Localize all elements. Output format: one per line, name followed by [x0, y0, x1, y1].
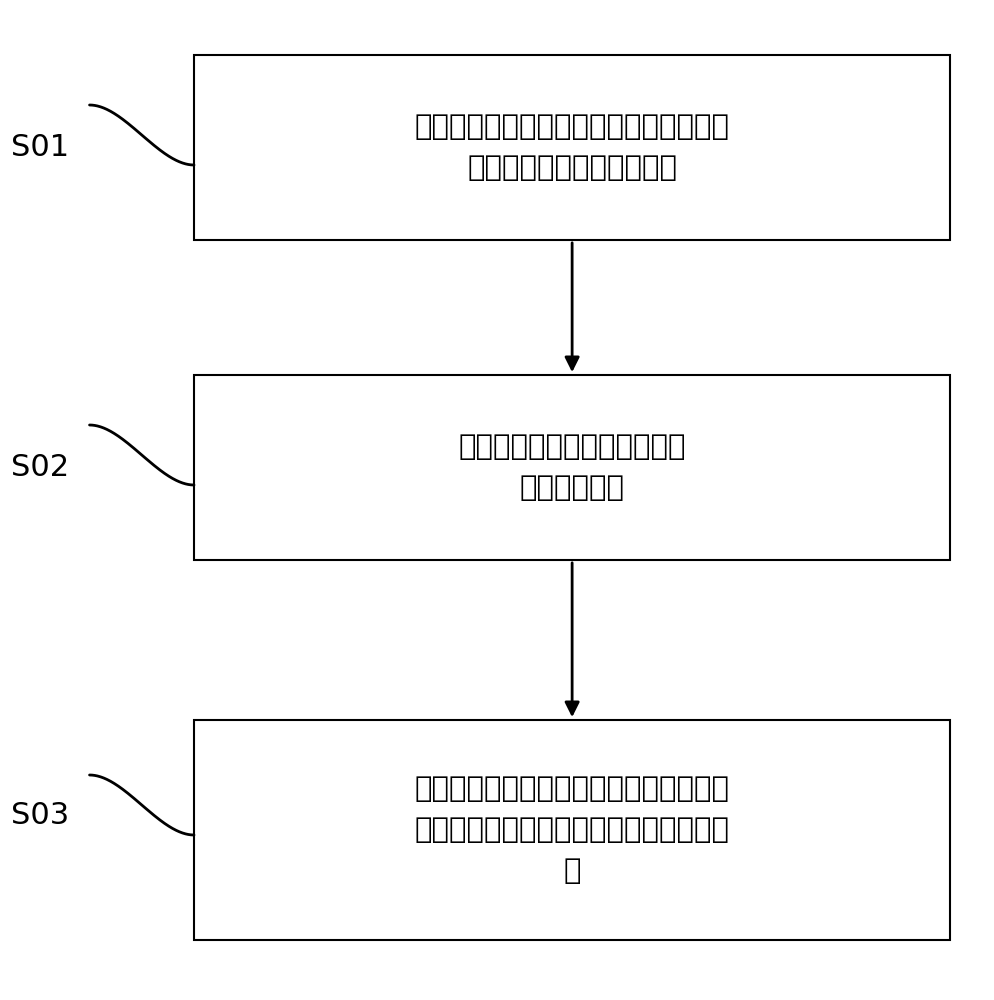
FancyBboxPatch shape: [194, 55, 949, 240]
Text: S03: S03: [11, 800, 69, 830]
Text: 当待测芯片的测试温度达到目标温度时，
利用测试机对待测芯片进行参数或性能测
试: 当待测芯片的测试温度达到目标温度时， 利用测试机对待测芯片进行参数或性能测 试: [414, 775, 729, 885]
Text: 确定待测芯片的测试温度是否
达到目标温度: 确定待测芯片的测试温度是否 达到目标温度: [458, 433, 685, 502]
FancyBboxPatch shape: [194, 720, 949, 940]
Text: S02: S02: [11, 452, 69, 482]
FancyBboxPatch shape: [194, 375, 949, 560]
Text: S01: S01: [11, 132, 69, 161]
Text: 向待测芯片的空闲管脚输入加热电流，以
便提升待测芯片的测试温度: 向待测芯片的空闲管脚输入加热电流，以 便提升待测芯片的测试温度: [414, 113, 729, 182]
